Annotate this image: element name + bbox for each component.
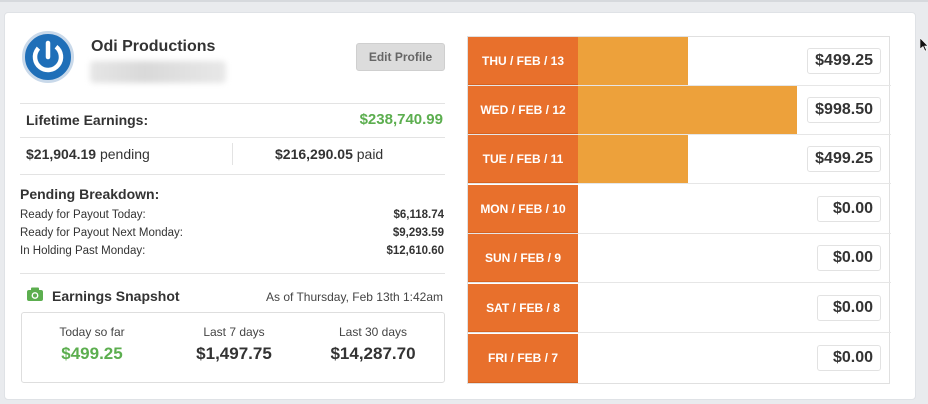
day-label: SUN / FEB / 9	[468, 234, 578, 282]
daily-row[interactable]: WED / FEB / 12 $998.50	[468, 86, 891, 135]
day-amount: $0.00	[817, 245, 881, 271]
breakdown-row: Ready for Payout Next Monday: $9,293.59	[20, 227, 445, 239]
divider	[20, 103, 445, 104]
daily-row[interactable]: TUE / FEB / 11 $499.25	[468, 135, 891, 184]
lifetime-earnings-label: Lifetime Earnings:	[26, 112, 149, 128]
day-label: MON / FEB / 10	[468, 185, 578, 233]
pending-amount: $21,904.19	[26, 146, 97, 162]
day-label: SAT / FEB / 8	[468, 284, 578, 332]
earnings-summary-panel: Odi Productions Edit Profile Lifetime Ea…	[20, 13, 445, 401]
lifetime-earnings-value: $238,740.99	[359, 111, 443, 128]
earnings-card: Odi Productions Edit Profile Lifetime Ea…	[4, 12, 916, 400]
avatar[interactable]	[22, 31, 74, 83]
earnings-bar	[578, 86, 797, 134]
day-label: FRI / FEB / 7	[468, 334, 578, 383]
pending-total: $21,904.19 pending	[26, 146, 150, 162]
daily-row[interactable]: THU / FEB / 13 $499.25	[468, 37, 891, 86]
divider	[20, 137, 445, 138]
daily-row[interactable]: MON / FEB / 10 $0.00	[468, 185, 891, 234]
top-border	[0, 0, 928, 2]
day-amount: $0.00	[817, 295, 881, 321]
snapshot-value: $499.25	[61, 344, 123, 363]
snapshot-box: Today so far $499.25 Last 7 days $1,497.…	[21, 312, 445, 383]
redacted-subtitle	[90, 61, 226, 83]
daily-row[interactable]: FRI / FEB / 7 $0.00	[468, 334, 891, 383]
snapshot-label: Last 7 days	[203, 325, 265, 339]
day-amount: $499.25	[807, 146, 881, 172]
pending-word: pending	[99, 146, 150, 162]
paid-amount: $216,290.05	[275, 146, 353, 162]
breakdown-label: In Holding Past Monday:	[20, 245, 146, 257]
day-label: THU / FEB / 13	[468, 37, 578, 85]
earnings-bar	[578, 135, 688, 183]
edit-profile-button[interactable]: Edit Profile	[356, 43, 445, 71]
paid-word: paid	[356, 146, 384, 162]
breakdown-row: Ready for Payout Today: $6,118.74	[20, 209, 445, 221]
snapshot-today: Today so far $499.25	[22, 325, 162, 364]
snapshot-timestamp: As of Thursday, Feb 13th 1:42am	[266, 290, 443, 304]
snapshot-value: $14,287.70	[330, 344, 416, 363]
daily-earnings-chart: THU / FEB / 13 $499.25 WED / FEB / 12 $9…	[467, 36, 891, 384]
breakdown-label: Ready for Payout Today:	[20, 209, 146, 221]
earnings-snapshot-title: Earnings Snapshot	[52, 288, 180, 304]
breakdown-value: $12,610.60	[386, 245, 444, 257]
daily-row[interactable]: SUN / FEB / 9 $0.00	[468, 234, 891, 283]
camera-icon	[27, 287, 43, 301]
snapshot-label: Today so far	[59, 325, 125, 339]
earnings-bar	[578, 37, 688, 85]
snapshot-30-days: Last 30 days $14,287.70	[303, 325, 443, 364]
day-amount: $998.50	[807, 97, 881, 123]
snapshot-label: Last 30 days	[338, 325, 408, 339]
divider	[232, 143, 233, 165]
paid-total: $216,290.05 paid	[275, 146, 383, 162]
breakdown-label: Ready for Payout Next Monday:	[20, 227, 183, 239]
day-amount: $499.25	[807, 48, 881, 74]
day-label: TUE / FEB / 11	[468, 135, 578, 183]
breakdown-row: In Holding Past Monday: $12,610.60	[20, 245, 445, 257]
daily-row[interactable]: SAT / FEB / 8 $0.00	[468, 284, 891, 333]
snapshot-7-days: Last 7 days $1,497.75	[164, 325, 304, 364]
breakdown-value: $9,293.59	[392, 227, 444, 239]
day-amount: $0.00	[817, 196, 881, 222]
divider	[20, 174, 445, 175]
day-label: WED / FEB / 12	[468, 86, 578, 134]
snapshot-value: $1,497.75	[196, 344, 272, 363]
profile-name: Odi Productions	[91, 38, 216, 55]
breakdown-value: $6,118.74	[393, 209, 444, 221]
day-amount: $0.00	[817, 345, 881, 371]
pending-breakdown-title: Pending Breakdown:	[20, 186, 160, 202]
divider	[20, 273, 445, 274]
mouse-cursor-icon	[920, 38, 928, 52]
power-logo-icon	[32, 40, 64, 73]
